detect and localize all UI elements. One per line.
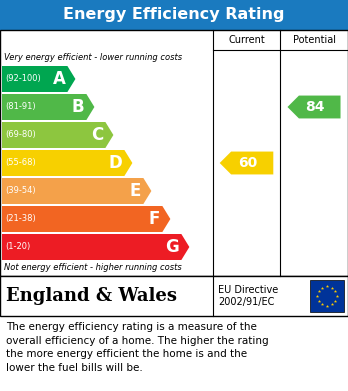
Text: E: E bbox=[130, 182, 141, 200]
Text: 84: 84 bbox=[306, 100, 325, 114]
Text: 60: 60 bbox=[238, 156, 258, 170]
Bar bbox=[310, 280, 344, 312]
Text: Very energy efficient - lower running costs: Very energy efficient - lower running co… bbox=[4, 54, 182, 63]
Text: Not energy efficient - higher running costs: Not energy efficient - higher running co… bbox=[4, 264, 182, 273]
Text: C: C bbox=[91, 126, 103, 144]
Polygon shape bbox=[287, 95, 341, 118]
Text: (81-91): (81-91) bbox=[5, 102, 35, 111]
Text: Potential: Potential bbox=[293, 35, 335, 45]
Text: (39-54): (39-54) bbox=[5, 187, 35, 196]
Bar bbox=[0, 30, 348, 276]
Text: A: A bbox=[53, 70, 65, 88]
Polygon shape bbox=[220, 152, 273, 174]
Polygon shape bbox=[2, 150, 132, 176]
Polygon shape bbox=[2, 66, 76, 92]
Text: G: G bbox=[166, 238, 179, 256]
Text: (21-38): (21-38) bbox=[5, 215, 36, 224]
Bar bbox=[0, 276, 348, 316]
Text: Energy Efficiency Rating: Energy Efficiency Rating bbox=[63, 7, 285, 23]
Text: B: B bbox=[72, 98, 85, 116]
Polygon shape bbox=[2, 234, 189, 260]
Text: England & Wales: England & Wales bbox=[6, 287, 177, 305]
Text: F: F bbox=[149, 210, 160, 228]
Text: (1-20): (1-20) bbox=[5, 242, 30, 251]
Polygon shape bbox=[2, 122, 113, 148]
Polygon shape bbox=[2, 206, 171, 232]
Text: Current: Current bbox=[228, 35, 265, 45]
Text: 2002/91/EC: 2002/91/EC bbox=[218, 297, 274, 307]
Bar bbox=[0, 0, 348, 30]
Polygon shape bbox=[2, 94, 94, 120]
Text: The energy efficiency rating is a measure of the
overall efficiency of a home. T: The energy efficiency rating is a measur… bbox=[6, 322, 269, 373]
Text: D: D bbox=[109, 154, 122, 172]
Text: EU Directive: EU Directive bbox=[218, 285, 278, 295]
Text: (69-80): (69-80) bbox=[5, 131, 36, 140]
Text: (55-68): (55-68) bbox=[5, 158, 36, 167]
Text: (92-100): (92-100) bbox=[5, 75, 41, 84]
Polygon shape bbox=[2, 178, 151, 204]
